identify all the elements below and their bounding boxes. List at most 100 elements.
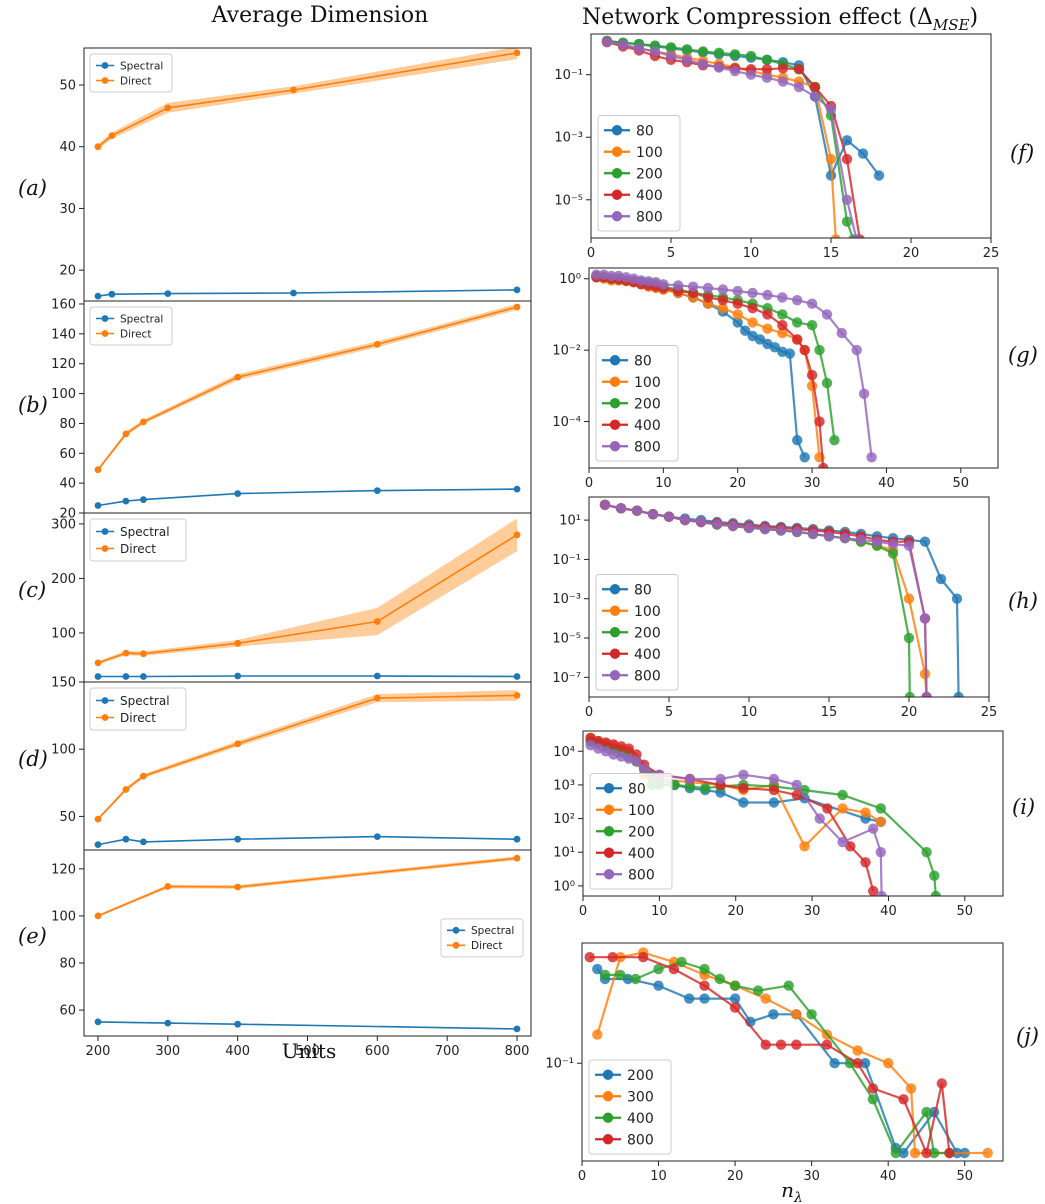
data-point (684, 993, 695, 1004)
data-point (898, 1094, 909, 1105)
data-point (591, 269, 602, 280)
data-point (762, 289, 773, 301)
panel-h: 10¹ 10⁻¹ 10⁻³ 10⁻⁵ 10⁻⁷ 0 5 10 15 20 25 80 100 200 400… (552, 496, 1038, 720)
y-tick-label: 40 (59, 477, 76, 492)
data-point (699, 993, 710, 1004)
data-point (929, 870, 940, 881)
data-point (681, 54, 693, 65)
data-point (903, 593, 915, 604)
data-point (679, 514, 691, 526)
data-point (702, 282, 714, 294)
panel-g: 10⁰ 10⁻² 10⁻⁴ 0 10 20 30 40 50 80 100 200 400 800 (g) (552, 267, 1038, 491)
data-point (94, 815, 102, 823)
data-point (122, 430, 130, 438)
x-tick-label: 20 (901, 705, 918, 720)
data-point (140, 418, 147, 426)
y-tick-label: 10⁴ (553, 745, 575, 760)
legend-marker (602, 1112, 614, 1123)
panel-b: 20 40 60 80 100 120 140 160 Spectral Direct (b) (18, 297, 532, 522)
legend-box (89, 687, 187, 731)
legend-marker (101, 545, 109, 552)
data-point (700, 783, 711, 794)
legend-marker (603, 804, 615, 815)
data-point (140, 650, 147, 658)
legend-entry-label: 800 (627, 1132, 654, 1148)
axes-frame (590, 33, 992, 239)
legend-marker (603, 869, 615, 880)
data-point (791, 1009, 802, 1020)
data-point (631, 756, 642, 767)
data-point (806, 298, 818, 309)
legend-box (595, 345, 679, 462)
data-point (681, 44, 693, 55)
data-point (852, 1058, 863, 1069)
data-point (373, 833, 381, 840)
legend-entry-label: 800 (636, 209, 663, 225)
x-tick-label: 30 (804, 476, 821, 491)
y-tick-label: 100 (51, 626, 76, 641)
data-point (837, 836, 848, 848)
legend-entry-label: 80 (634, 353, 652, 369)
data-point (875, 847, 886, 858)
y-tick-label: 160 (51, 297, 76, 312)
legend: Spectral Direct (89, 306, 173, 346)
data-point (837, 789, 848, 801)
x-tick-label: 20 (903, 246, 920, 261)
data-point (164, 1019, 172, 1027)
legend-box (440, 918, 524, 958)
data-point (729, 1002, 741, 1013)
data-point (791, 779, 802, 791)
legend-entry-label: 800 (634, 439, 661, 455)
data-point (699, 963, 710, 975)
legend-entry-label: Spectral (120, 60, 163, 72)
legend: Spectral Direct (89, 687, 187, 731)
data-point (164, 104, 172, 112)
data-point (841, 194, 853, 205)
legend-entry-label: 200 (634, 396, 661, 412)
data-point (860, 807, 871, 818)
data-point (647, 509, 659, 520)
legend-entry-label: Direct (120, 75, 151, 87)
x-tick-label: 400 (225, 1044, 250, 1059)
error-band (97, 303, 518, 472)
legend-marker (609, 627, 621, 638)
left-title: Average Dimension (211, 3, 429, 28)
data-point (829, 1058, 840, 1069)
legend-marker (101, 77, 109, 84)
x-tick-label: 20 (727, 1169, 744, 1184)
data-point (791, 1039, 802, 1050)
y-tick-label: 100 (51, 743, 76, 758)
x-tick-label: 10 (651, 904, 668, 919)
panels: 20304050SpectralDirect(a)204060801001201… (18, 33, 1039, 1184)
legend-entry-label: 400 (634, 647, 661, 663)
data-point (717, 284, 729, 295)
data-point (665, 42, 677, 53)
legend-entry-label: Direct (120, 542, 156, 556)
data-point (953, 691, 964, 697)
data-point (858, 388, 870, 399)
data-point (903, 540, 915, 551)
panel-j: 10⁻¹ 0 10 20 30 40 50 200 300 400 800 (j) (545, 942, 1039, 1184)
error-band (97, 48, 518, 150)
data-point (729, 993, 741, 1004)
data-point (729, 65, 741, 77)
data-point (829, 435, 840, 446)
panel-label: (j) (1016, 1024, 1039, 1048)
legend-marker (611, 211, 623, 222)
data-point (868, 885, 879, 896)
data-point (615, 969, 626, 981)
data-point (760, 993, 771, 1004)
data-point (606, 270, 617, 282)
data-point (94, 466, 102, 474)
data-point (919, 536, 931, 547)
data-point (743, 522, 755, 534)
data-point (814, 813, 825, 824)
data-point (513, 692, 521, 699)
series-line (97, 306, 518, 471)
data-point (825, 153, 837, 165)
series-line (97, 534, 518, 664)
legend-marker (602, 1069, 614, 1080)
data-point (94, 502, 102, 509)
data-point (921, 1106, 932, 1118)
plot-area (601, 35, 885, 238)
